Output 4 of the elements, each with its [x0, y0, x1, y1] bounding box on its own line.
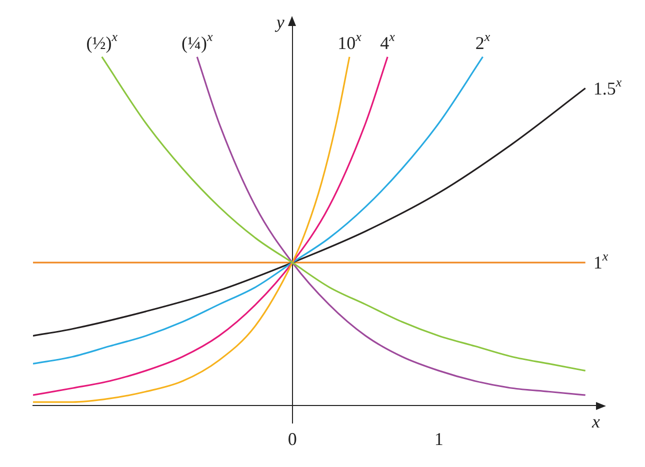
x-tick-label: 1	[434, 429, 444, 450]
y-axis-title: y	[274, 12, 284, 32]
x-tick-label: 0	[288, 429, 297, 450]
x-axis-title: x	[591, 412, 600, 432]
